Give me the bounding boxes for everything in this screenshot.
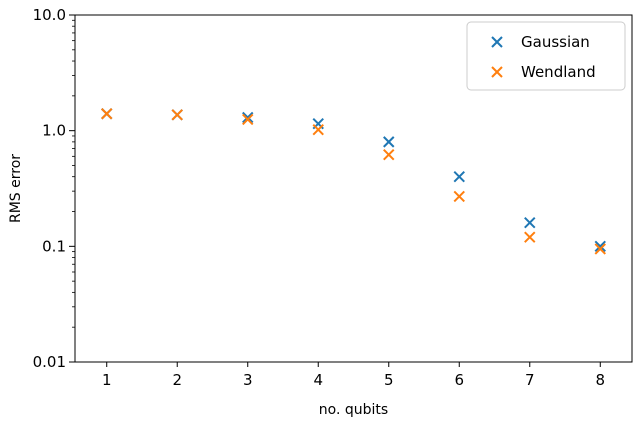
legend-cross-gaussian-stroke-b <box>491 36 503 48</box>
point-wendland-stroke-b <box>453 190 465 203</box>
y-axis-label: RMS error <box>8 154 24 223</box>
point-gaussian <box>594 240 606 253</box>
y-tick-label: 1.0 <box>42 122 66 140</box>
legend-label-gaussian: Gaussian <box>521 33 590 51</box>
point-gaussian <box>453 170 465 183</box>
point-gaussian <box>383 136 395 148</box>
y-tick-label: 0.1 <box>42 237 66 255</box>
plot-frame <box>74 14 633 363</box>
x-tick-label: 3 <box>243 371 253 389</box>
point-wendland-stroke-b <box>312 123 324 136</box>
point-wendland <box>524 231 536 243</box>
point-wendland <box>171 109 183 121</box>
point-gaussian-stroke-b <box>383 136 395 148</box>
legend: Gaussian Wendland <box>466 21 626 91</box>
point-wendland <box>453 190 465 203</box>
y-tick-label: 0.01 <box>33 353 66 371</box>
point-gaussian <box>524 217 536 229</box>
legend-label-wendland: Wendland <box>521 63 596 81</box>
point-wendland <box>242 113 254 126</box>
y-tick-label: 10.0 <box>33 6 66 24</box>
x-tick-label: 2 <box>172 371 182 389</box>
y-axis: 0.01 0.1 1.0 10.0 <box>33 6 75 371</box>
point-gaussian-stroke-b <box>242 111 254 124</box>
legend-cross-wendland-stroke-b <box>491 66 503 78</box>
point-wendland-stroke-b <box>171 109 183 121</box>
legend-box <box>466 21 626 91</box>
point-wendland-stroke-b <box>242 113 254 126</box>
legend-cross-wendland <box>491 66 503 78</box>
point-wendland-stroke-b <box>383 148 395 161</box>
point-wendland <box>383 148 395 161</box>
x-tick-label: 7 <box>525 371 535 389</box>
legend-marker-wendland <box>491 66 503 78</box>
point-wendland-stroke-b <box>101 108 113 120</box>
point-gaussian-stroke-b <box>524 217 536 229</box>
x-axis: 1 2 3 4 5 6 7 8 <box>102 362 605 389</box>
x-axis-label: no. qubits <box>319 402 388 418</box>
point-gaussian-stroke-b <box>594 240 606 253</box>
point-wendland-stroke-b <box>594 243 606 255</box>
x-tick-label: 1 <box>102 371 112 389</box>
point-wendland-stroke-b <box>524 231 536 243</box>
data-points <box>101 108 606 255</box>
x-tick-label: 8 <box>595 371 605 389</box>
x-tick-label: 6 <box>454 371 464 389</box>
point-wendland <box>594 243 606 255</box>
x-tick-label: 4 <box>313 371 323 389</box>
point-wendland <box>312 123 324 136</box>
legend-marker-gaussian <box>491 36 503 48</box>
x-tick-label: 5 <box>384 371 394 389</box>
point-gaussian <box>242 111 254 124</box>
point-gaussian-stroke-b <box>453 170 465 183</box>
point-wendland <box>101 108 113 120</box>
series-wendland <box>101 108 606 255</box>
legend-cross-gaussian <box>491 36 503 48</box>
